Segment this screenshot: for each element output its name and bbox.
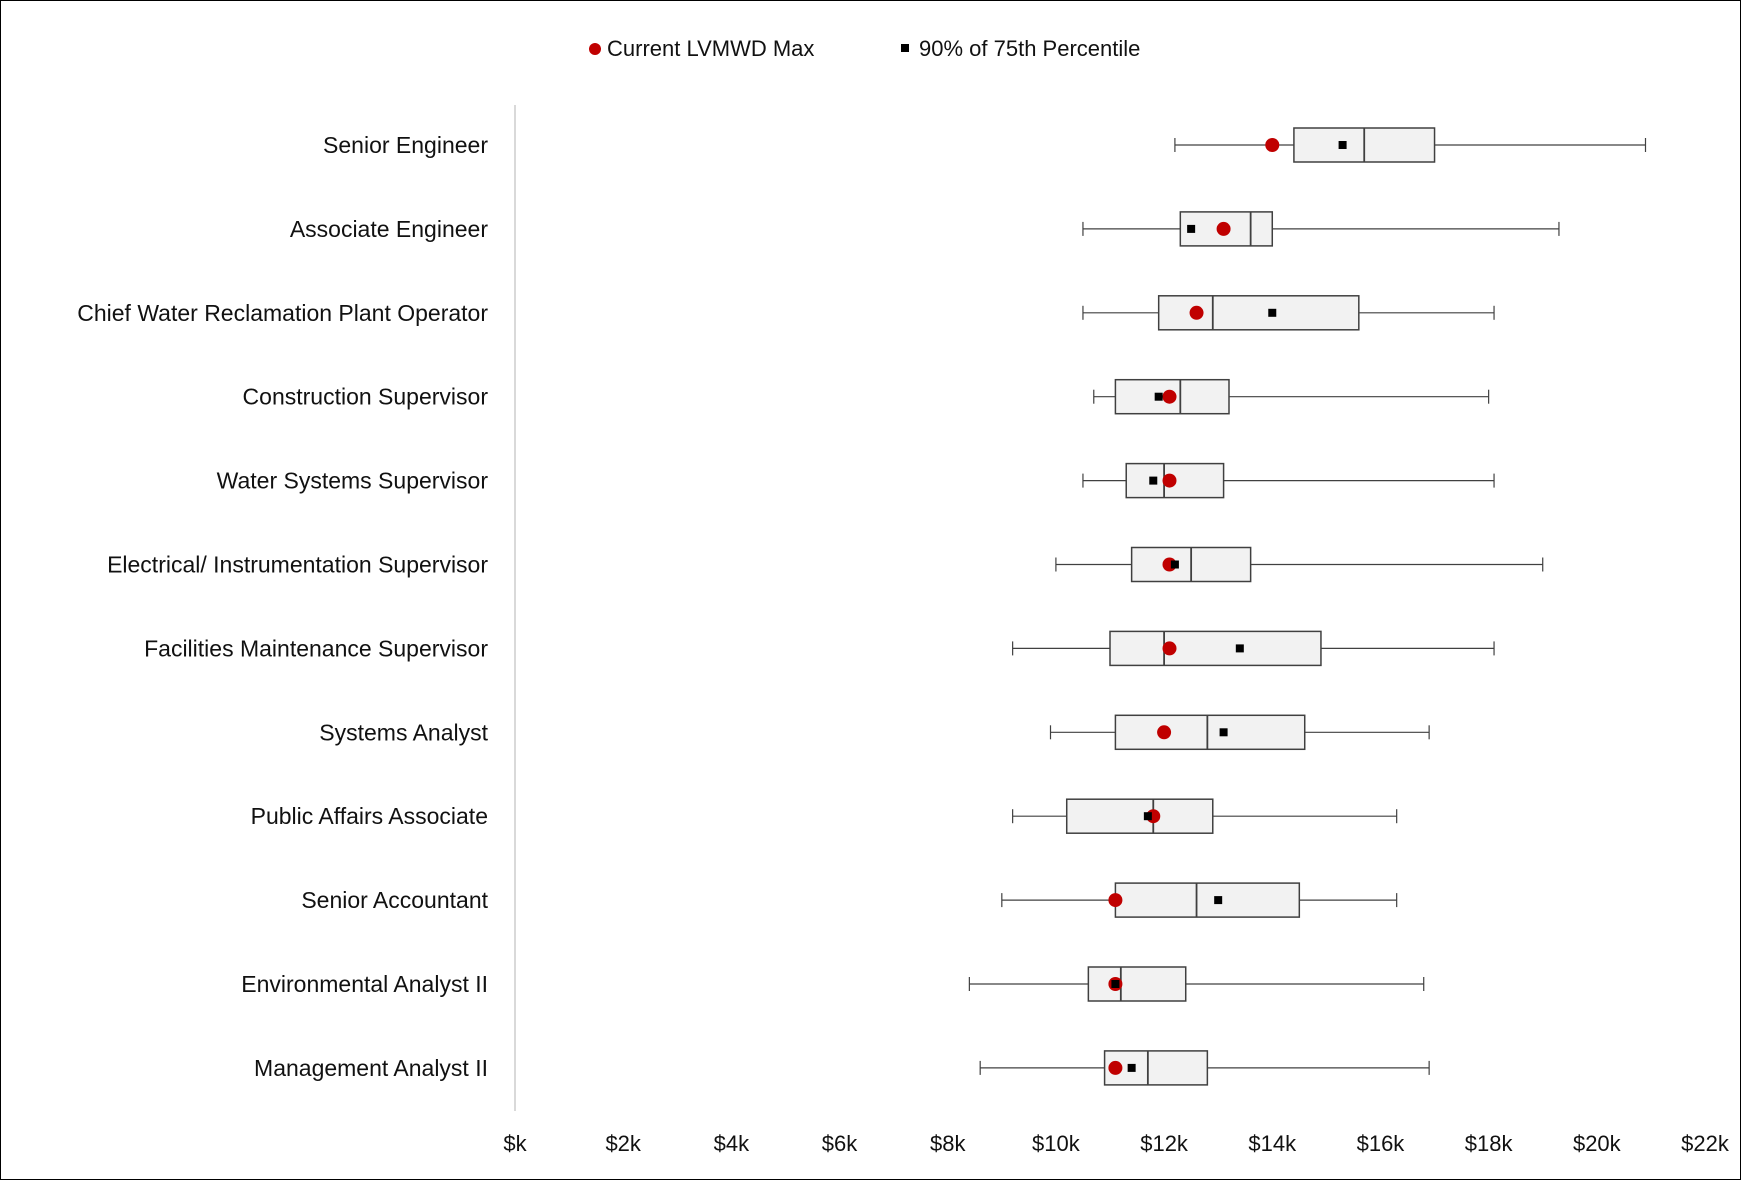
box-iqr (1114, 714, 1306, 751)
category-label: Facilities Maintenance Supervisor (144, 635, 488, 661)
box-series (968, 127, 1647, 1086)
x-tick-label: $4k (714, 1131, 750, 1156)
x-tick-label: $6k (822, 1131, 858, 1156)
x-tick-label: $8k (930, 1131, 966, 1156)
category-label: Water Systems Supervisor (217, 468, 489, 494)
category-labels: Senior Engineer Associate Engineer Chief W… (77, 132, 488, 1081)
box-iqr (1109, 630, 1322, 667)
box-group (1082, 211, 1560, 247)
point-current-max (1189, 305, 1204, 320)
category-label: Senior Engineer (323, 132, 488, 158)
legend-marker-p75-90 (901, 44, 909, 52)
point-current-max (1157, 725, 1172, 740)
point-p75-90 (1170, 560, 1179, 569)
category-label: Electrical/ Instrumentation Supervisor (107, 552, 488, 578)
x-tick-label: $22k (1681, 1131, 1730, 1156)
x-tick-label: $10k (1032, 1131, 1081, 1156)
point-current-max (1162, 473, 1177, 488)
point-p75-90 (1219, 728, 1228, 737)
box-group (968, 966, 1425, 1002)
box-iqr (1157, 295, 1360, 331)
box-group (1012, 798, 1398, 834)
x-tick-label: $12k (1140, 1131, 1189, 1156)
x-tick-label: $14k (1248, 1131, 1297, 1156)
category-label: Public Affairs Associate (251, 803, 488, 829)
category-label: Chief Water Reclamation Plant Operator (77, 300, 488, 326)
point-p75-90 (1235, 644, 1244, 653)
point-current-max (1216, 221, 1231, 236)
legend: Current LVMWD Max 90% of 75th Percentile (589, 36, 1140, 61)
box-group (1001, 882, 1398, 918)
category-label: Construction Supervisor (243, 384, 489, 410)
point-p75-90 (1111, 980, 1120, 988)
x-tick-label: $k (503, 1131, 527, 1156)
box-group (1082, 462, 1495, 499)
point-p75-90 (1143, 812, 1152, 821)
point-p75-90 (1149, 476, 1158, 485)
point-current-max (1162, 641, 1177, 656)
box-iqr (1114, 882, 1301, 918)
x-tick-label: $16k (1357, 1131, 1406, 1156)
point-current-max (1162, 389, 1177, 404)
category-label: Environmental Analyst II (241, 971, 488, 997)
x-tick-labels: $k $2k $4k $6k $8k $10k $12k $14k $16k $18k $20k $2… (503, 1131, 1729, 1156)
legend-label-current-max: Current LVMWD Max (607, 36, 814, 61)
category-label: Associate Engineer (290, 216, 489, 242)
point-p75-90 (1214, 896, 1223, 905)
box-group (1082, 295, 1495, 331)
legend-label-p75-90: 90% of 75th Percentile (919, 36, 1140, 61)
box-group (1049, 714, 1430, 751)
x-tick-label: $20k (1573, 1131, 1622, 1156)
box-group (1174, 127, 1647, 163)
box-group (1055, 546, 1544, 583)
category-label: Management Analyst II (254, 1055, 488, 1081)
box-group (1012, 630, 1495, 667)
box-iqr (1087, 966, 1187, 1002)
box-group (1093, 378, 1490, 415)
box-iqr (1065, 798, 1214, 834)
point-current-max (1108, 893, 1123, 908)
category-label: Senior Accountant (301, 887, 488, 913)
box-group (979, 1050, 1430, 1086)
point-p75-90 (1187, 224, 1196, 233)
point-p75-90 (1268, 308, 1277, 317)
point-p75-90 (1338, 141, 1347, 149)
point-current-max (1265, 138, 1280, 152)
legend-marker-current-max (589, 43, 601, 55)
category-label: Systems Analyst (319, 719, 488, 745)
x-tick-label: $2k (605, 1131, 641, 1156)
point-p75-90 (1127, 1063, 1136, 1072)
point-current-max (1108, 1060, 1123, 1075)
point-p75-90 (1154, 392, 1163, 401)
x-tick-label: $18k (1465, 1131, 1514, 1156)
